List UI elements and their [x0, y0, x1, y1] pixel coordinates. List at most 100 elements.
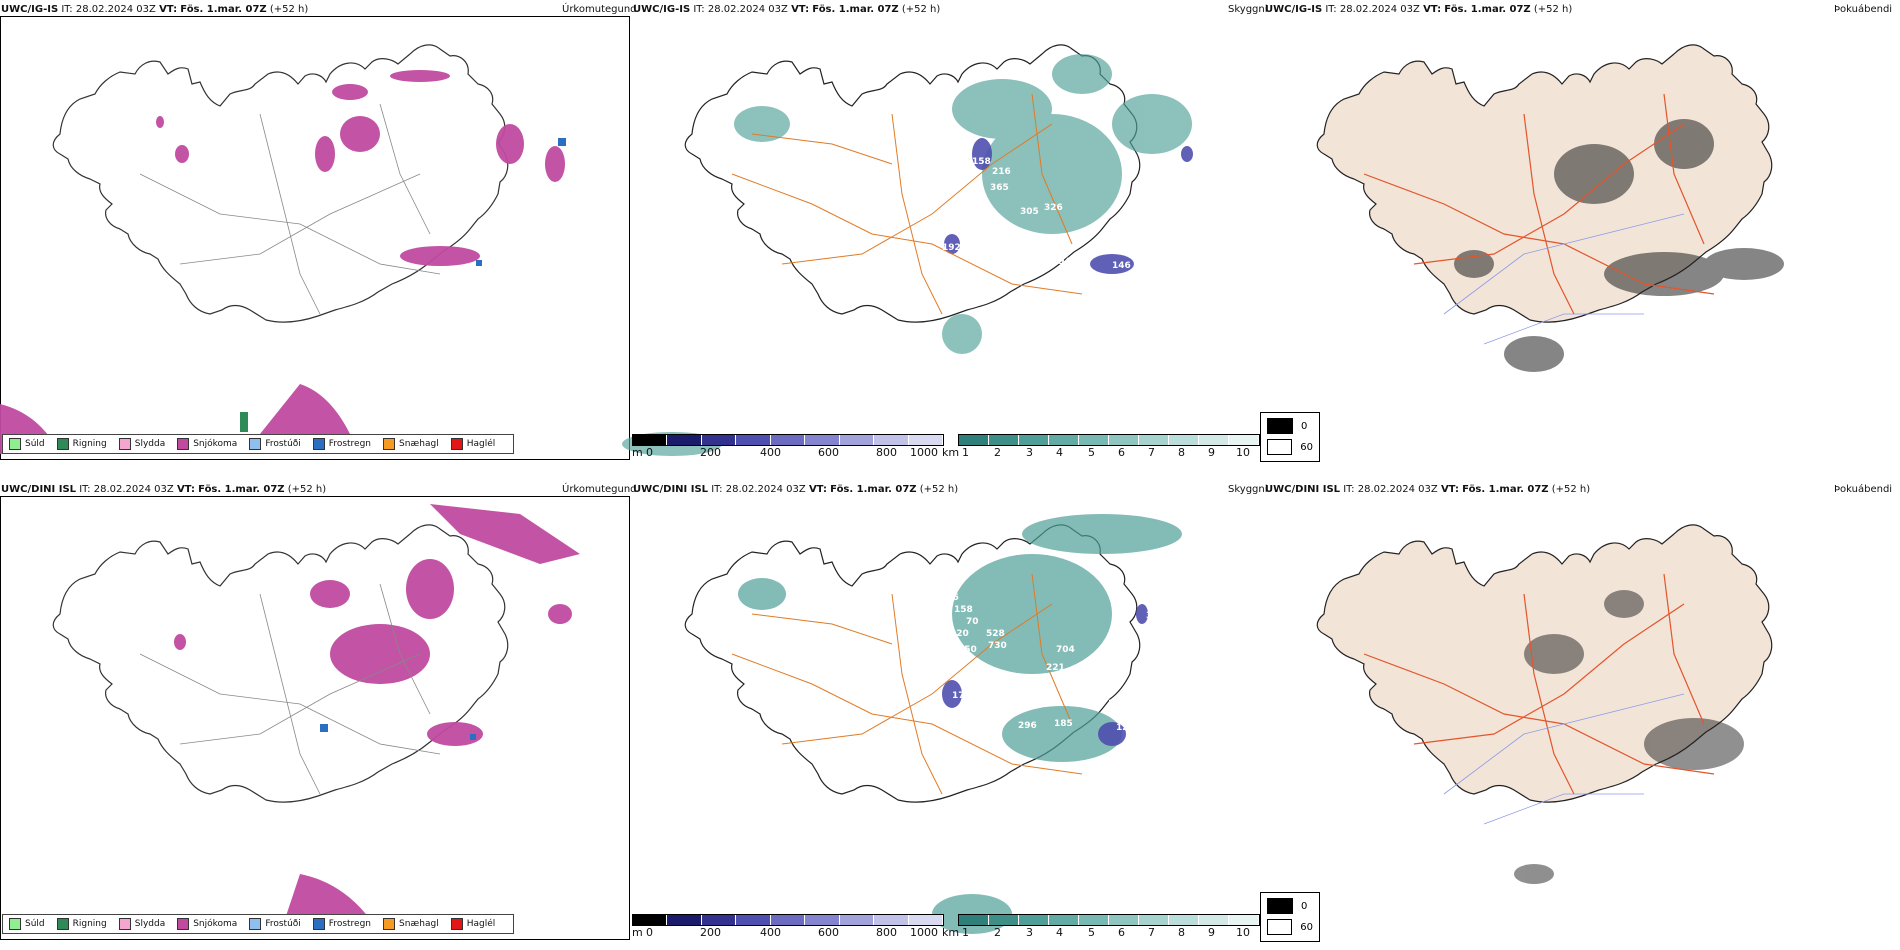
- cloudbase-label: 158: [954, 605, 973, 615]
- legend-item: Rigning: [56, 438, 107, 450]
- cloudbase-label: 190: [966, 187, 985, 197]
- cloudbase-label: 318: [950, 159, 969, 169]
- legend-swatch: [1267, 418, 1293, 434]
- legend-item: Súld: [9, 438, 45, 450]
- legend-swatch: [312, 438, 325, 450]
- cloudbase-label: 146: [1112, 261, 1131, 271]
- legend-item: Frostregn: [312, 918, 371, 930]
- legend-swatch: [56, 438, 69, 450]
- colorbar-tick: 200: [700, 446, 721, 459]
- fog-map: [1316, 44, 1784, 372]
- panel-title: Skyggni: [1228, 484, 1268, 495]
- colorbar-tick: 5: [1088, 446, 1095, 459]
- panel-title: Úrkomutegund: [562, 4, 637, 15]
- visibility-unit: km: [942, 926, 960, 939]
- colorbar-tick: 7: [1148, 446, 1155, 459]
- panel-header: UWC/DINI ISL IT: 28.02.2024 03Z VT: Fös.…: [633, 484, 959, 495]
- cloudbase-label: 171: [952, 691, 971, 701]
- cloudbase-colorbar: [632, 914, 944, 926]
- colorbar-tick: 2: [994, 446, 1001, 459]
- legend-swatch: [312, 918, 325, 930]
- colorbar-tick: 8: [1178, 446, 1185, 459]
- legend-swatch: [450, 438, 463, 450]
- colorbar-tick: 600: [818, 446, 839, 459]
- cloudbase-label: 326: [1044, 203, 1063, 213]
- legend-item: Snæhagl: [383, 918, 439, 930]
- colorbar-tick: 400: [760, 446, 781, 459]
- legend-item: Frostúði: [249, 918, 301, 930]
- colorbar-tick: 5: [1088, 926, 1095, 939]
- cloudbase-label: 305: [1020, 207, 1039, 217]
- colorbar-tick: 4: [1056, 446, 1063, 459]
- cloudbase-unit: m: [632, 926, 643, 939]
- cloudbase-label: 142: [1108, 237, 1127, 247]
- legend-swatch: [177, 438, 190, 450]
- cloudbase-label: 37: [1146, 611, 1159, 621]
- legend-swatch: [1267, 898, 1293, 914]
- colorbar-tick: 1000: [910, 926, 938, 939]
- panel-precip-bottom: UWC/DINI ISL IT: 28.02.2024 03Z VT: Fös.…: [0, 480, 637, 942]
- colorbar-tick: 0: [646, 926, 653, 939]
- cloudbase-label: 348: [1004, 261, 1023, 271]
- colorbar-tick: 10: [1236, 926, 1250, 939]
- panel-cloud-top: UWC/IG-IS IT: 28.02.2024 03Z VT: Fös. 1.…: [622, 0, 1268, 462]
- legend-swatch: [1267, 919, 1293, 935]
- panel-title: Skyggni: [1228, 4, 1268, 15]
- colorbar-tick: 10: [1236, 446, 1250, 459]
- cloudbase-label: 185: [1054, 719, 1073, 729]
- panel-fog-bottom: UWC/DINI ISL IT: 28.02.2024 03Z VT: Fös.…: [1260, 480, 1896, 942]
- legend-item: Rigning: [56, 918, 107, 930]
- colorbar-tick: 200: [700, 926, 721, 939]
- cloudbase-label: 528: [986, 629, 1005, 639]
- legend-swatch: [383, 918, 396, 930]
- legend-swatch: [383, 438, 396, 450]
- cloudbase-label: 560: [908, 385, 927, 395]
- legend-swatch: [249, 438, 262, 450]
- legend-swatch: [177, 918, 190, 930]
- cloudbase-label: 158: [972, 157, 991, 167]
- panel-title: Úrkomutegund: [562, 484, 637, 495]
- cloudbase-label: 120: [1116, 723, 1135, 733]
- legend-item: Snæhagl: [383, 438, 439, 450]
- cloudbase-label: 263: [1070, 257, 1089, 267]
- visibility-unit: km: [942, 446, 960, 459]
- cloudbase-colorbar: [632, 434, 944, 446]
- legend-swatch: [249, 918, 262, 930]
- cloudbase-label: 428: [1026, 261, 1045, 271]
- cloudbase-label: 70: [966, 617, 979, 627]
- fog-legend: 0 60: [1260, 892, 1320, 942]
- colorbar-tick: 9: [1208, 926, 1215, 939]
- cloudbase-label: 294: [1052, 257, 1071, 267]
- map-frame: [0, 16, 630, 460]
- legend-item: Slydda: [118, 438, 165, 450]
- fog-legend: 0 60: [1260, 412, 1320, 462]
- legend-item: Frostúði: [249, 438, 301, 450]
- colorbar-tick: 6: [1118, 926, 1125, 939]
- cloudbase-label: 296: [1018, 721, 1037, 731]
- legend-item: 0: [1267, 898, 1313, 914]
- colorbar-tick: 3: [1026, 926, 1033, 939]
- panel-header: UWC/IG-IS IT: 28.02.2024 03Z VT: Fös. 1.…: [1, 4, 309, 15]
- cloudbase-label: 730: [988, 641, 1007, 651]
- colorbar-tick: 1: [962, 446, 969, 459]
- legend-item: Haglél: [450, 438, 495, 450]
- legend-item: 60: [1267, 439, 1313, 455]
- colorbar-tick: 4: [1056, 926, 1063, 939]
- cloudbase-label: 359: [936, 353, 955, 363]
- cloud-visibility-map: 556 158 70 220 528 150 730 704 221 171 2…: [684, 514, 1182, 934]
- cloudbase-label: 555: [1024, 247, 1043, 257]
- fog-map: [1316, 524, 1773, 884]
- cloud-visibility-map: 410 318 158 216 190 365 305 326 192 212 …: [622, 44, 1193, 456]
- legend-swatch: [118, 438, 131, 450]
- map-frame: [0, 496, 630, 940]
- legend-item: Frostregn: [312, 438, 371, 450]
- cloudbase-label: 192: [942, 243, 961, 253]
- cloudbase-label: 15: [1108, 699, 1121, 709]
- legend-swatch: [1267, 439, 1293, 455]
- precip-map: [0, 44, 566, 454]
- cloudbase-label: 220: [950, 629, 969, 639]
- legend-item: 0: [1267, 418, 1313, 434]
- legend-swatch: [9, 918, 21, 930]
- legend-swatch: [56, 918, 69, 930]
- panel-header: UWC/DINI ISL IT: 28.02.2024 03Z VT: Fös.…: [1, 484, 327, 495]
